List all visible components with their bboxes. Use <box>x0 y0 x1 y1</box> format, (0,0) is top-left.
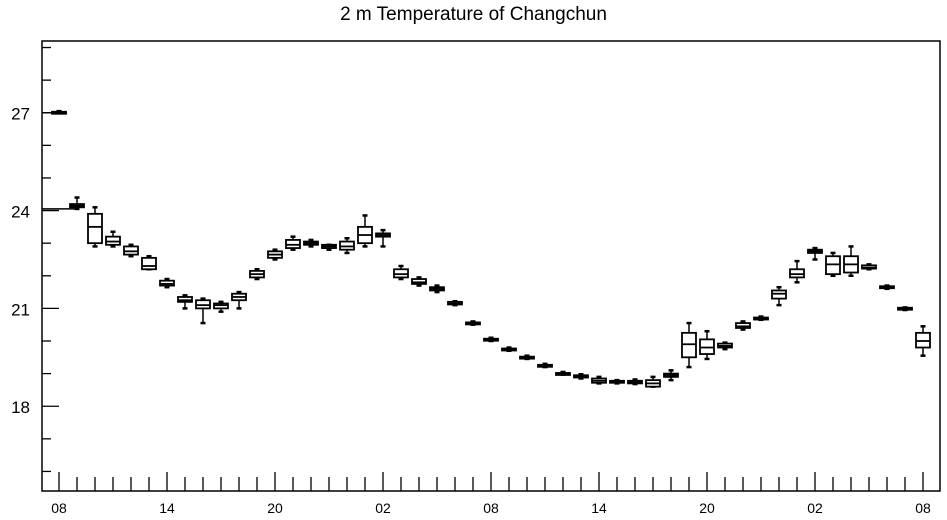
box-hour-24 <box>483 336 499 343</box>
box-hour-44 <box>843 245 859 278</box>
box-hour-33 <box>645 375 661 388</box>
box-hour-26 <box>519 354 535 361</box>
box-hour-37 <box>717 341 733 351</box>
box-hour-43 <box>825 251 841 278</box>
box-iqr <box>87 212 103 245</box>
box-hour-5 <box>141 254 157 271</box>
box-hour-12 <box>267 248 283 261</box>
box-hour-30 <box>591 375 607 385</box>
axes: 18 21 24 27 08 14 20 02 08 14 20 02 08 <box>11 46 931 516</box>
box-hour-38 <box>735 320 751 331</box>
box-hour-3 <box>105 230 121 248</box>
x-tick-label: 02 <box>375 500 391 516</box>
box-hour-20 <box>411 276 427 287</box>
plot-frame <box>41 40 941 492</box>
box-hour-17 <box>357 214 373 248</box>
box-hour-11 <box>249 268 265 281</box>
x-tick-label: 14 <box>159 500 175 516</box>
box-hour-25 <box>501 346 517 353</box>
y-tick-label: 21 <box>11 300 30 319</box>
x-tick-label: 08 <box>483 500 499 516</box>
box-hour-42 <box>807 246 823 261</box>
x-tick-label: 20 <box>267 500 283 516</box>
box-hour-2 <box>87 206 103 248</box>
boxes <box>42 109 931 388</box>
box-hour-7 <box>177 294 193 310</box>
box-hour-16 <box>339 237 355 255</box>
box-hour-1 <box>69 196 85 211</box>
box-hour-4 <box>123 243 139 258</box>
box-hour-8 <box>195 297 211 325</box>
box-hour-34 <box>663 369 679 382</box>
box-hour-47 <box>897 306 913 312</box>
x-tick-label: 08 <box>51 500 67 516</box>
box-hour-21 <box>429 284 445 294</box>
box-hour-35 <box>681 321 697 369</box>
box-hour-45 <box>861 263 877 271</box>
box-hour-9 <box>213 300 229 313</box>
box-hour-27 <box>537 362 553 369</box>
box-hour-13 <box>285 235 301 251</box>
x-tick-label: 02 <box>807 500 823 516</box>
box-hour-10 <box>231 290 247 310</box>
box-hour-32 <box>627 378 643 386</box>
x-tick-label: 14 <box>591 500 607 516</box>
box-hour-36 <box>699 329 715 361</box>
box-hour-18 <box>375 228 391 248</box>
box-hour-39 <box>753 315 769 322</box>
box-hour-22 <box>447 299 463 307</box>
box-iqr <box>141 256 157 271</box>
box-hour-14 <box>303 238 319 248</box>
box-hour-31 <box>609 378 625 385</box>
box-hour-19 <box>393 264 409 281</box>
box-hour-29 <box>573 373 589 380</box>
box-hour-23 <box>465 320 481 326</box>
box-hour-46 <box>879 284 895 291</box>
y-tick-label: 27 <box>11 105 30 124</box>
box-hour-6 <box>159 277 175 289</box>
x-tick-label: 08 <box>915 500 931 516</box>
y-tick-label: 18 <box>11 398 30 417</box>
box-hour-41 <box>789 259 805 284</box>
box-hour-48 <box>915 325 931 357</box>
box-hour-28 <box>555 370 571 376</box>
box-hour-15 <box>321 243 337 251</box>
chart-title: 2 m Temperature of Changchun <box>340 4 607 25</box>
box-hour-40 <box>771 285 787 307</box>
x-tick-label: 20 <box>699 500 715 516</box>
y-tick-label: 24 <box>11 203 30 222</box>
